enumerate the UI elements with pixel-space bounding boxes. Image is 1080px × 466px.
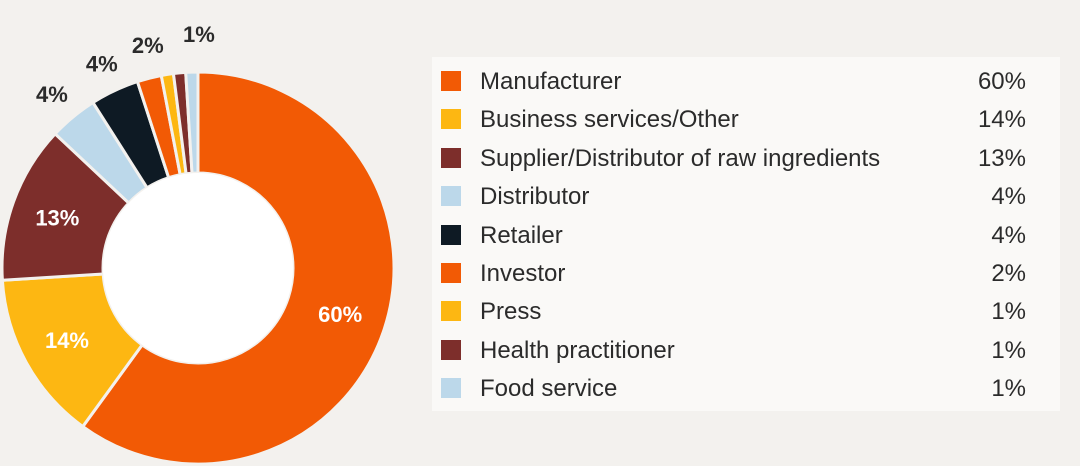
legend-swatch bbox=[441, 378, 461, 399]
legend-swatch bbox=[441, 262, 461, 283]
legend: Manufacturer 60% Business services/Other 14… bbox=[432, 57, 1060, 411]
legend-value: 14% bbox=[977, 106, 1026, 134]
slice-label: 4% bbox=[36, 82, 68, 107]
legend-value: 4% bbox=[991, 183, 1026, 211]
slice-label: 1% bbox=[183, 22, 215, 47]
donut-hole bbox=[103, 173, 293, 363]
legend-label: Distributor bbox=[480, 183, 590, 211]
legend-item: Distributor 4% bbox=[432, 177, 1060, 215]
slice-label: 4% bbox=[86, 52, 118, 77]
legend-label: Manufacturer bbox=[480, 68, 622, 95]
legend-label: Supplier/Distributor of raw ingredients bbox=[480, 144, 881, 172]
slice-label: 13% bbox=[35, 205, 79, 230]
legend-item: Business services/Other 14% bbox=[432, 100, 1060, 138]
legend-value: 2% bbox=[991, 259, 1026, 287]
legend-swatch bbox=[441, 339, 461, 360]
legend-item: Retailer 4% bbox=[432, 216, 1060, 254]
legend-label: Business services/Other bbox=[480, 106, 739, 134]
legend-label: Health practitioner bbox=[480, 336, 675, 364]
legend-swatch bbox=[441, 147, 461, 168]
legend-label: Investor bbox=[480, 259, 566, 287]
legend-item: Investor 2% bbox=[432, 254, 1060, 292]
legend-label: Retailer bbox=[480, 221, 563, 249]
legend-item: Supplier/Distributor of raw ingredients 1… bbox=[432, 139, 1060, 177]
legend-item: Health practitioner 1% bbox=[432, 331, 1060, 369]
slice-label: 2% bbox=[132, 33, 164, 58]
slice-label: 14% bbox=[45, 328, 89, 353]
legend-swatch bbox=[441, 224, 461, 245]
legend-swatch bbox=[441, 186, 461, 207]
legend-label: Food service bbox=[480, 375, 618, 403]
legend-value: 1% bbox=[991, 298, 1026, 326]
legend-item: Manufacturer 60% bbox=[432, 62, 1060, 100]
legend-swatch bbox=[441, 71, 461, 91]
legend-item: Food service 1% bbox=[432, 369, 1060, 407]
legend-swatch bbox=[441, 109, 461, 130]
legend-value: 1% bbox=[991, 336, 1026, 364]
legend-value: 1% bbox=[991, 375, 1026, 403]
legend-value: 60% bbox=[977, 68, 1026, 95]
slice-label: 60% bbox=[318, 302, 362, 327]
legend-swatch bbox=[441, 301, 461, 322]
legend-item: Press 1% bbox=[432, 292, 1060, 330]
donut-chart: 60% 14% 13% 4% 4% 2% 1% bbox=[0, 22, 396, 466]
legend-label: Press bbox=[480, 298, 542, 326]
legend-value: 4% bbox=[991, 221, 1026, 249]
legend-value: 13% bbox=[977, 144, 1026, 172]
